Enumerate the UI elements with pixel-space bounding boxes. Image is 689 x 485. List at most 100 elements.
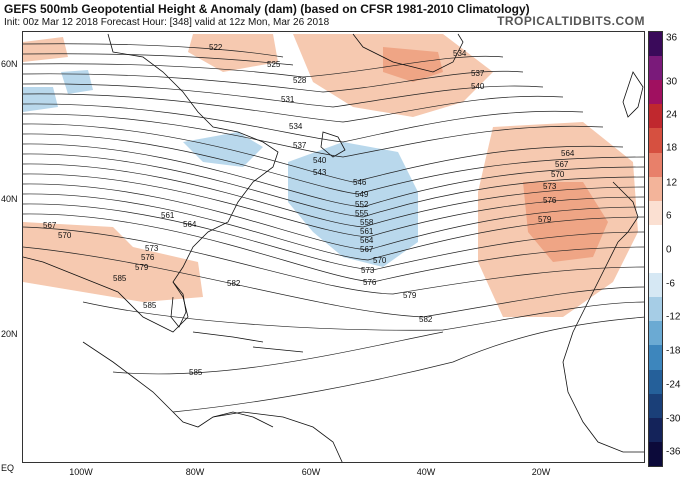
colorbar-segment [649,56,662,81]
colorbar-segment [649,249,662,274]
africa-coast [562,241,644,453]
lat-label-40n: 40N [1,194,18,204]
lat-label-60n: 60N [1,59,18,69]
colorbar-segment [649,345,662,371]
contour-label: 534 [289,122,303,131]
caribbean-islands [192,331,304,353]
colorbar-segment [649,441,662,467]
colorbar-segment [649,224,662,250]
colorbar-segment [649,128,662,154]
contour-label: 573 [145,244,159,253]
colorbar-segment [649,32,662,57]
contour-label: 522 [209,43,223,52]
contour-label: 579 [403,291,417,300]
positive-anomaly-gulf [23,222,203,302]
map-panel: 522 525 528 531 534 537 540 543 546 549 … [22,31,645,463]
colorbar-segment [649,297,662,322]
contour-label: 543 [313,168,327,177]
contour-label: 582 [227,279,241,288]
newfoundland-coast [320,131,346,158]
colorbar-segment [649,273,662,298]
height-contours [23,43,644,413]
negative-anomaly-atlantic [288,142,418,267]
colorbar-label: 30 [666,76,678,88]
anomaly-shading [23,34,638,317]
colorbar-label: -12 [666,311,681,323]
contour-label: 585 [189,368,203,377]
europe-coast [612,181,639,243]
contour-label: 528 [293,76,307,85]
positive-anomaly-pacific-nw [23,37,68,62]
negative-anomaly-west [23,87,58,112]
colorbar-label: 24 [666,109,678,121]
greenland-coast [352,33,464,73]
colorbar-label: -24 [666,379,681,391]
colorbar-segment [649,321,662,346]
central-america [82,341,274,428]
colorbar-label: 18 [666,142,678,154]
florida-peninsula [170,281,187,328]
colorbar-label: 12 [666,177,678,189]
colorbar-segment [649,80,662,105]
contour-label: 561 [161,211,175,220]
contour-label: 558 [360,218,374,227]
contour-label: 585 [143,301,157,310]
chart-title: GEFS 500mb Geopotential Height & Anomaly… [4,2,530,16]
colorbar-segment [649,200,662,226]
contour-label: 561 [360,227,374,236]
contour-label: 564 [360,236,374,245]
coastlines [23,33,644,462]
lon-label-80w: 80W [185,467,205,477]
contour-label: 540 [471,82,485,91]
contour-label: 531 [281,95,295,104]
uk-coast [622,71,644,118]
contour-label: 567 [555,160,569,169]
lat-label-20n: 20N [1,329,18,339]
negative-anomaly-great-lakes [183,132,263,167]
contour-label: 570 [58,231,72,240]
contour-label: 537 [471,69,485,78]
colorbar-segment [649,417,662,443]
contour-label: 576 [363,278,377,287]
contour-label: 555 [355,209,369,218]
lon-label-60w: 60W [301,467,321,477]
colorbar-label: -18 [666,345,681,357]
colorbar-label: 0 [666,244,672,256]
contour-label: 540 [313,156,327,165]
colorbar-label: -6 [666,278,675,290]
contour-label: 564 [183,220,197,229]
contour-label: 585 [113,274,127,283]
anomaly-colorbar [648,31,663,467]
colorbar-segment [649,393,662,419]
colorbar-segment [649,369,662,395]
south-america [212,411,343,462]
colorbar-label: 6 [666,210,672,222]
contour-label: 576 [141,253,155,262]
map-canvas: 522 525 528 531 534 537 540 543 546 549 … [23,33,644,462]
contour-label: 552 [355,200,369,209]
colorbar-label: 36 [666,32,678,44]
colorbar-label: -30 [666,413,681,425]
contour-label: 525 [267,60,281,69]
positive-anomaly-north-canada [188,34,278,72]
contour-label: 582 [419,315,433,324]
negative-anomaly-hudson [61,70,93,94]
contour-label: 573 [361,266,375,275]
colorbar-label: -36 [666,446,681,458]
colorbar-segment [649,104,662,129]
contour-label: 567 [360,245,374,254]
lon-label-100w: 100W [69,467,93,477]
lon-label-20w: 20W [531,467,551,477]
contour-label: 567 [43,221,57,230]
contour-label: 546 [353,178,367,187]
brand-watermark: TROPICALTIDBITS.COM [497,14,645,28]
positive-anomaly-greenland [293,34,493,117]
contour-label: 573 [543,182,557,191]
lat-label-eq: EQ [1,463,15,473]
contour-label: 549 [355,190,369,199]
north-america-coast [23,33,279,333]
contour-label: 576 [543,196,557,205]
contour-label: 534 [453,49,467,58]
positive-anomaly-greenland-core [383,47,443,82]
colorbar-segment [649,152,662,178]
